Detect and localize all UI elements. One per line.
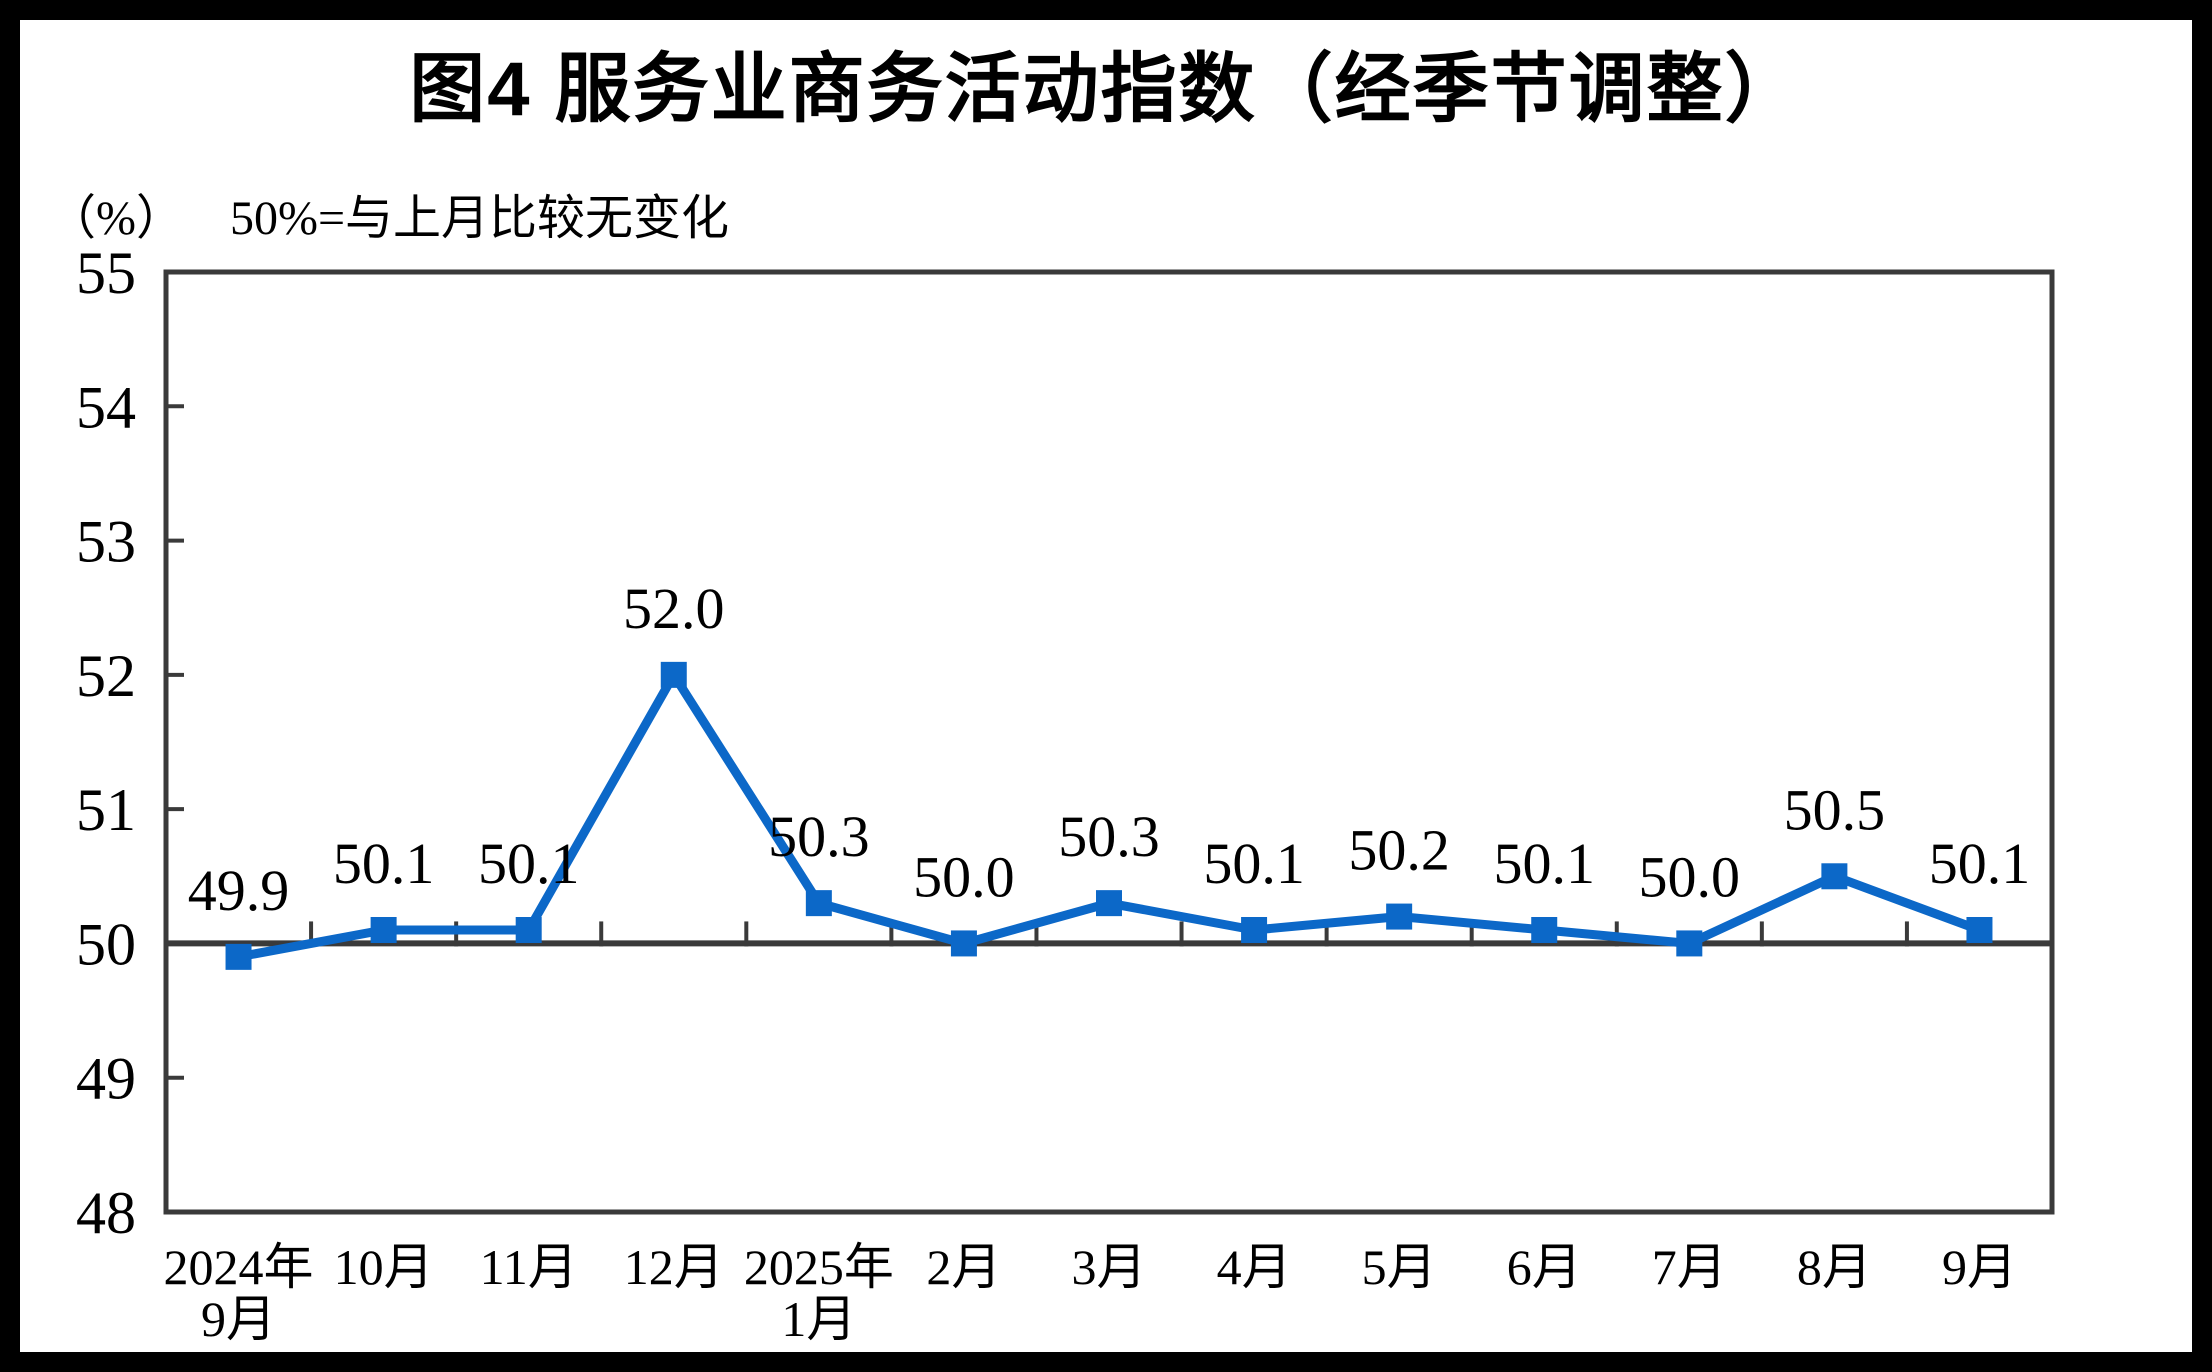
data-point-label: 50.5 (1784, 777, 1886, 842)
data-point-label: 50.0 (913, 844, 1015, 909)
data-point-marker (1676, 930, 1703, 957)
y-axis-unit-label: （%） (48, 192, 184, 245)
data-point-marker (1241, 917, 1268, 943)
data-point-marker (515, 917, 542, 943)
x-axis-tick-label: 4月 (1217, 1239, 1292, 1295)
x-axis-tick-label: 2月 (926, 1239, 1001, 1295)
x-axis-tick-label: 2025年 (744, 1239, 894, 1295)
y-axis-tick-label: 48 (76, 1180, 136, 1246)
data-point-marker (225, 943, 252, 970)
data-point-marker (1966, 917, 1993, 943)
data-point-label: 50.1 (1929, 831, 2031, 896)
data-point-marker (660, 661, 687, 688)
x-axis-tick-label: 9月 (1942, 1239, 2017, 1295)
data-point-label: 50.2 (1348, 818, 1450, 883)
data-point-marker (370, 917, 397, 943)
y-axis-tick-label: 51 (76, 777, 136, 843)
data-point-marker (950, 930, 977, 957)
x-axis-tick-label: 2024年 (164, 1239, 314, 1295)
x-axis-tick-label: 6月 (1507, 1239, 1582, 1295)
x-axis-tick-label: 5月 (1362, 1239, 1437, 1295)
x-axis-tick-label: 10月 (334, 1239, 434, 1295)
y-axis-tick-label: 53 (76, 509, 136, 575)
data-point-marker (805, 890, 832, 917)
plot-border (163, 269, 2055, 1215)
chart-subtitle: （%） 50%=与上月比较无变化 (48, 178, 729, 248)
x-axis-tick-label: 11月 (480, 1239, 578, 1295)
x-axis-tick-label: 7月 (1652, 1239, 1727, 1295)
y-axis-tick-label: 54 (76, 374, 136, 440)
data-point-label: 50.1 (478, 831, 580, 896)
x-axis-tick-label: 12月 (624, 1239, 724, 1295)
data-point-label: 50.1 (333, 831, 435, 896)
y-axis-tick-label: 52 (76, 643, 136, 709)
data-point-marker (1821, 863, 1848, 890)
baseline-note: 50%=与上月比较无变化 (230, 192, 730, 245)
line-chart: 48 49 50 51 52 53 54 55 49.9 50.1 50.1 52.0 50.3 50.0… (76, 240, 2055, 1347)
chart-title: 图4 服务业商务活动指数（经季节调整） (409, 47, 1803, 132)
data-point-label: 50.1 (1493, 831, 1595, 896)
data-point-label: 50.0 (1639, 844, 1741, 909)
x-axis-tick-label: 8月 (1797, 1239, 1872, 1295)
y-axis-tick-label: 50 (76, 911, 136, 977)
data-point-marker (1531, 917, 1558, 943)
chart-canvas: 图4 服务业商务活动指数（经季节调整） （%） 50%=与上月比较无变化 48 4… (20, 20, 2192, 1352)
data-point-label: 52.0 (623, 576, 725, 641)
y-axis-tick-label: 55 (76, 240, 136, 306)
data-point-label: 50.1 (1203, 831, 1305, 896)
x-axis-tick-label: 9月 (201, 1291, 276, 1347)
data-point-marker (1386, 903, 1413, 930)
y-axis-tick-label: 49 (76, 1046, 136, 1112)
x-axis-tick-label: 1月 (781, 1291, 856, 1347)
data-point-marker (1096, 890, 1122, 917)
data-point-label: 50.3 (1058, 804, 1160, 869)
data-point-label: 49.9 (188, 858, 290, 923)
x-axis-tick-label: 3月 (1072, 1239, 1147, 1295)
data-point-label: 50.3 (768, 804, 870, 869)
